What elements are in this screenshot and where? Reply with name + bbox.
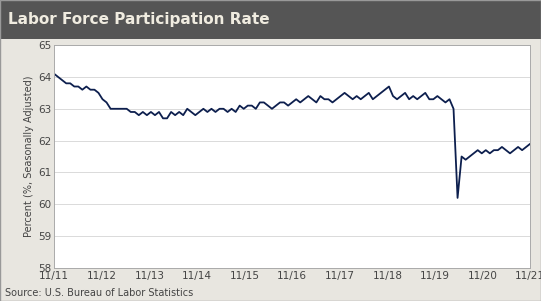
Text: Labor Force Participation Rate: Labor Force Participation Rate [8, 12, 270, 27]
Y-axis label: Percent (%, Seasonally Adjusted): Percent (%, Seasonally Adjusted) [24, 76, 34, 237]
Text: Source: U.S. Bureau of Labor Statistics: Source: U.S. Bureau of Labor Statistics [5, 288, 194, 298]
